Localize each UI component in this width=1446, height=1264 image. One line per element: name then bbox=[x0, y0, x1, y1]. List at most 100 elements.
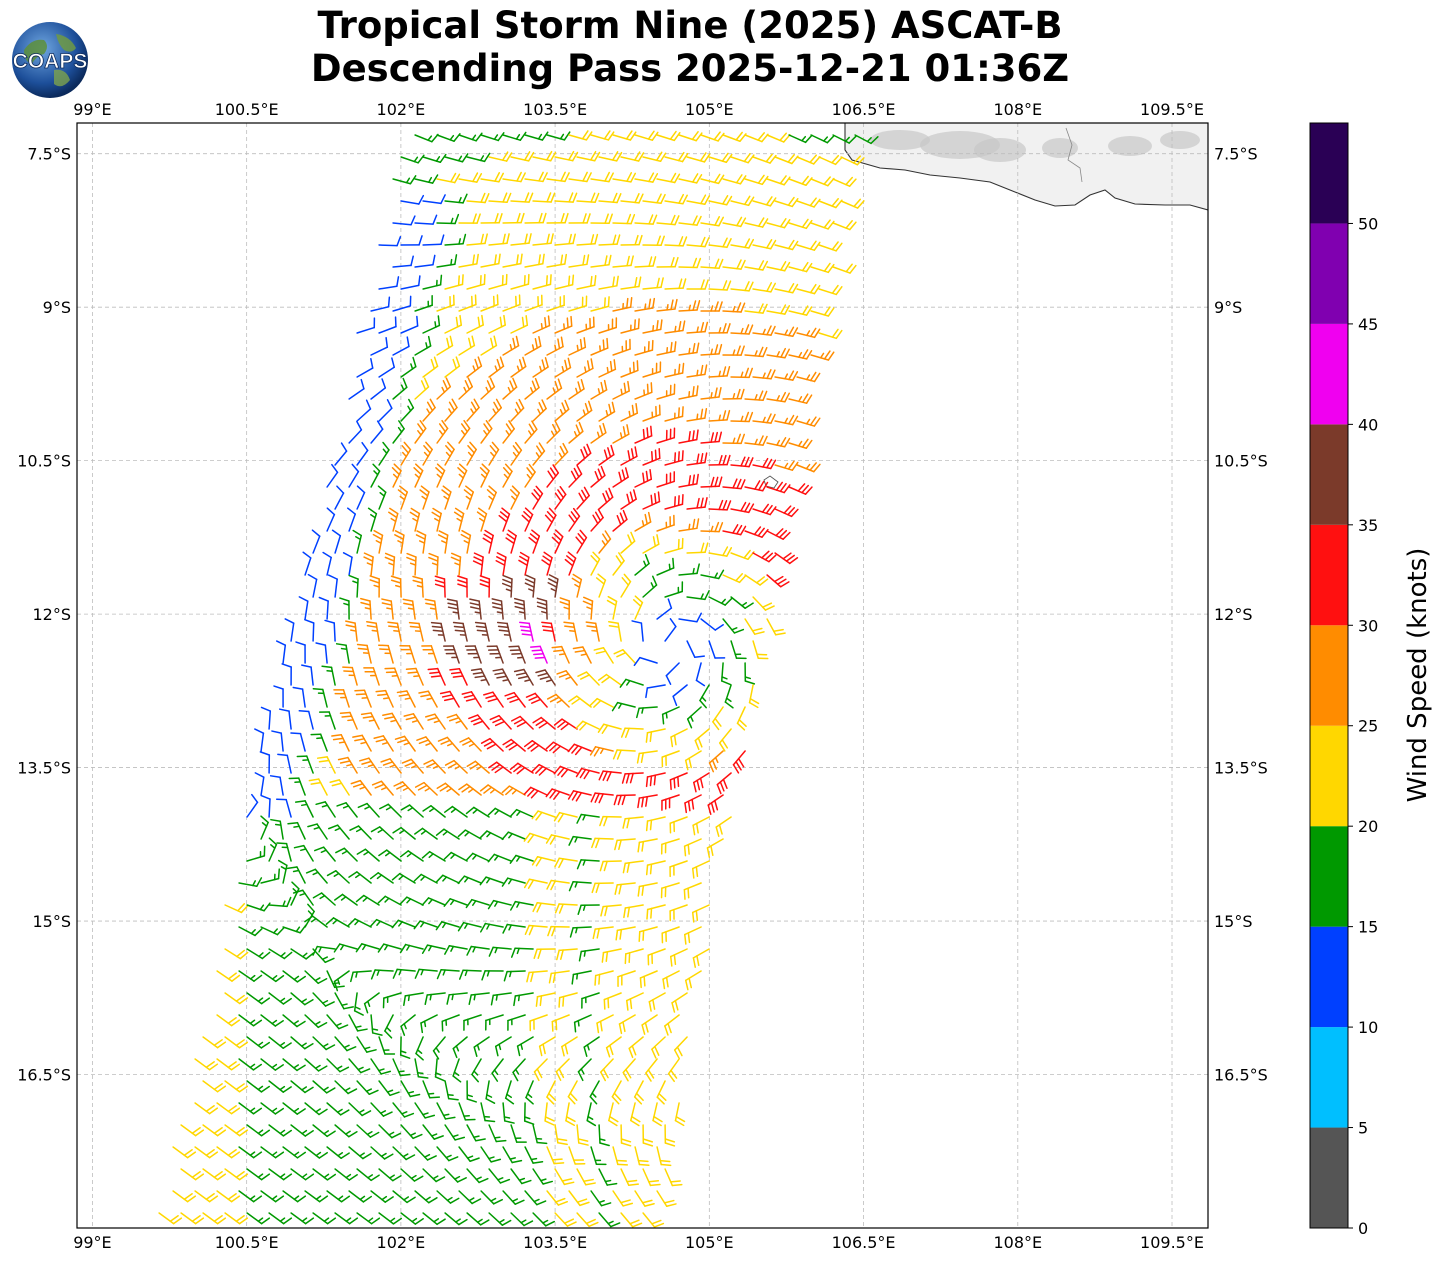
wind-barb bbox=[637, 882, 658, 897]
wind-barb bbox=[480, 253, 501, 268]
wind-barb bbox=[546, 212, 569, 224]
wind-barb bbox=[605, 1036, 622, 1058]
wind-barb bbox=[744, 480, 769, 492]
wind-barb bbox=[531, 485, 544, 510]
wind-barb bbox=[482, 529, 494, 554]
wind-barb bbox=[568, 835, 592, 846]
wind-barb bbox=[202, 1212, 227, 1225]
wind-barb bbox=[392, 377, 408, 400]
wind-barb bbox=[482, 691, 504, 708]
wind-barb bbox=[446, 713, 468, 730]
wind-barb bbox=[421, 944, 446, 955]
wind-barb bbox=[359, 757, 380, 774]
wind-barb bbox=[216, 1146, 241, 1159]
wind-barb bbox=[400, 356, 417, 378]
wind-barb bbox=[571, 573, 583, 598]
wind-barb bbox=[656, 130, 681, 142]
lon-tick-label-top: 108°E bbox=[993, 100, 1042, 119]
wind-barb bbox=[414, 295, 433, 312]
wind-barb bbox=[572, 646, 592, 664]
wind-barb bbox=[766, 261, 791, 272]
wind-barb bbox=[378, 1080, 400, 1097]
wind-barb bbox=[435, 463, 446, 488]
wind-barb bbox=[554, 442, 569, 466]
wind-barb bbox=[548, 970, 570, 984]
wind-barb bbox=[637, 794, 658, 809]
wind-barb bbox=[246, 992, 271, 1005]
wind-barb bbox=[238, 1190, 263, 1203]
wind-barb bbox=[613, 649, 636, 664]
wind-barb bbox=[678, 173, 703, 184]
coastline bbox=[844, 123, 1208, 211]
wind-barb bbox=[458, 253, 479, 268]
wind-barb bbox=[556, 670, 578, 686]
wind-barb bbox=[315, 801, 336, 818]
colorbar-tick-label: 40 bbox=[1358, 415, 1378, 434]
wind-barb bbox=[598, 1124, 610, 1147]
wind-barb bbox=[686, 152, 711, 163]
wind-barb bbox=[396, 690, 416, 708]
wind-barb bbox=[633, 1080, 644, 1105]
wind-barb bbox=[282, 1058, 306, 1072]
colorbar-bin bbox=[1310, 323, 1348, 425]
wind-barb bbox=[318, 711, 336, 730]
wind-barb bbox=[400, 1124, 423, 1140]
wind-barb bbox=[436, 1102, 456, 1120]
wind-barb bbox=[348, 420, 363, 444]
wind-barb bbox=[523, 1102, 535, 1125]
wind-barb bbox=[422, 805, 446, 818]
wind-barb bbox=[473, 1036, 490, 1058]
wind-barb bbox=[370, 1102, 393, 1117]
wind-barb bbox=[509, 762, 534, 775]
wind-barb bbox=[444, 945, 468, 955]
wind-barb bbox=[422, 441, 433, 466]
wind-barb bbox=[392, 1102, 415, 1118]
wind-barb bbox=[730, 324, 754, 335]
wind-barb bbox=[216, 1190, 241, 1203]
wind-barb bbox=[532, 192, 556, 203]
wind-barb bbox=[590, 296, 610, 312]
wind-barb bbox=[312, 1168, 337, 1181]
wind-barb bbox=[466, 152, 491, 163]
wind-barb bbox=[568, 1146, 586, 1165]
wind-barb bbox=[380, 758, 402, 774]
wind-barb bbox=[194, 1102, 219, 1115]
wind-barb bbox=[510, 1212, 534, 1227]
colorbar-tick-label: 20 bbox=[1358, 817, 1378, 836]
wind-barb bbox=[302, 551, 312, 576]
cloud-cover bbox=[870, 130, 930, 150]
wind-barb bbox=[446, 598, 460, 620]
wind-barb bbox=[532, 357, 549, 378]
wind-barb bbox=[555, 1058, 570, 1081]
wind-barb bbox=[532, 150, 557, 162]
colorbar-bin bbox=[1310, 625, 1348, 726]
wind-barb bbox=[312, 1212, 337, 1225]
wind-barb bbox=[435, 874, 460, 884]
wind-barb bbox=[752, 325, 776, 336]
wind-barb bbox=[691, 904, 710, 923]
wind-barb bbox=[378, 399, 393, 422]
lat-tick-label-left: 10.5°S bbox=[17, 452, 71, 471]
wind-barb bbox=[260, 926, 285, 936]
wind-barb bbox=[510, 1168, 532, 1185]
wind-barb bbox=[660, 882, 680, 899]
wind-barb bbox=[458, 335, 476, 356]
wind-barb bbox=[392, 826, 416, 840]
wind-barb bbox=[503, 970, 526, 982]
wind-barb bbox=[414, 827, 438, 840]
wind-barb bbox=[652, 1102, 663, 1127]
wind-barb bbox=[458, 213, 481, 224]
wind-barb bbox=[577, 671, 600, 686]
wind-barb bbox=[414, 1146, 437, 1161]
wind-barb bbox=[465, 898, 490, 909]
wind-barb bbox=[568, 507, 581, 532]
wind-barb bbox=[554, 233, 576, 246]
wind-barb bbox=[391, 919, 416, 929]
wind-barb bbox=[686, 408, 708, 422]
wind-barb bbox=[324, 619, 336, 642]
wind-barb bbox=[412, 575, 424, 598]
wind-barb bbox=[392, 1190, 416, 1204]
wind-barb bbox=[490, 992, 512, 1006]
wind-barb bbox=[686, 236, 710, 248]
wind-barb bbox=[554, 274, 575, 290]
